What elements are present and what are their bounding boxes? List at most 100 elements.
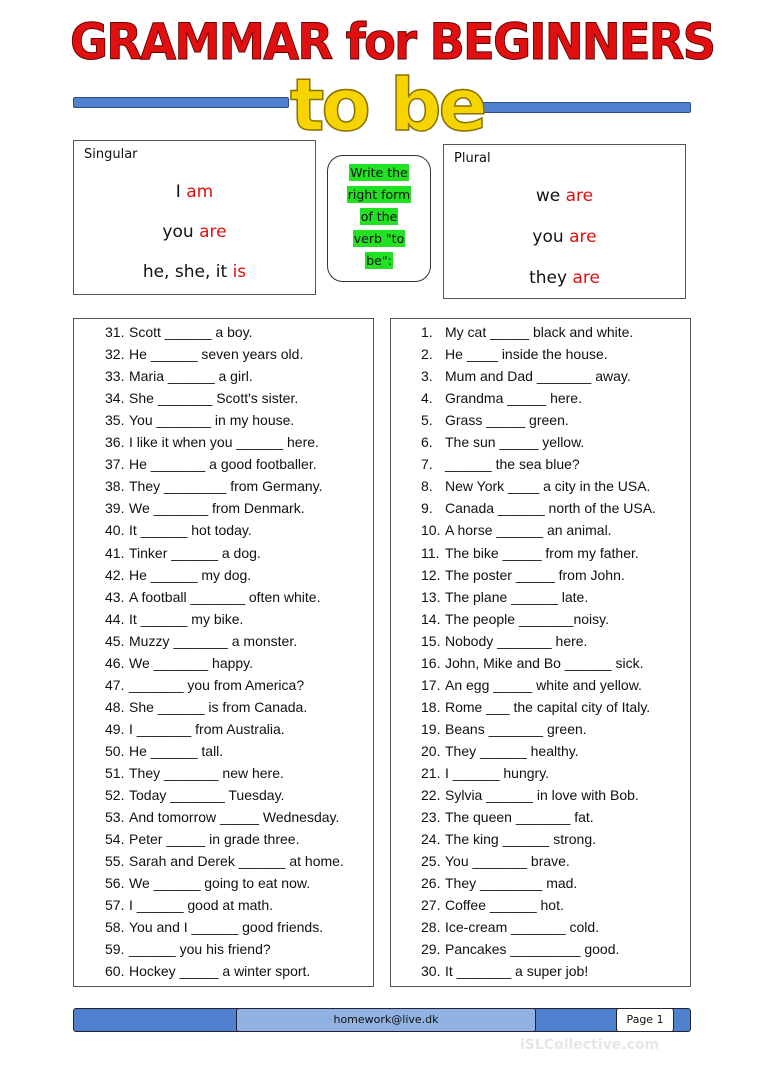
- watermark: iSLCollective.com: [520, 1037, 660, 1053]
- exercise-item: 28. Ice-cream _______ cold.: [421, 918, 599, 936]
- exercise-number: 1.: [421, 324, 433, 340]
- exercise-sentence: Grandma _____ here.: [445, 390, 582, 407]
- exercise-item: 58. You and I ______ good friends.: [105, 918, 323, 936]
- exercise-number: 54.: [105, 831, 125, 848]
- exercise-number: 44.: [105, 610, 125, 627]
- exercise-number: 41.: [105, 544, 125, 561]
- exercise-item: 29. Pancakes _________ good.: [421, 940, 619, 958]
- exercise-sentence: I ______ good at math.: [129, 897, 273, 914]
- exercise-sentence: I ______ hungry.: [445, 765, 550, 781]
- exercise-sentence: The queen _______ fat.: [445, 809, 594, 826]
- exercise-number: 4.: [421, 390, 433, 407]
- exercise-sentence: The poster _____ from John.: [445, 566, 625, 583]
- page-number: Page 1: [616, 1008, 674, 1032]
- singular-form: you are: [162, 222, 227, 242]
- exercise-item: 16. John, Mike and Bo ______ sick.: [421, 654, 643, 672]
- exercise-item: 40. It ______ hot today.: [105, 521, 252, 539]
- exercise-sentence: We _______ happy.: [129, 654, 254, 671]
- exercise-item: 34. She _______ Scott's sister.: [105, 389, 298, 407]
- exercise-number: 24.: [421, 831, 441, 848]
- exercise-sentence: Sarah and Derek ______ at home.: [129, 853, 344, 870]
- exercise-item: 42. He ______ my dog.: [105, 566, 251, 584]
- exercise-number: 9.: [421, 500, 433, 517]
- exercise-sentence: He ______ tall.: [129, 742, 224, 759]
- exercise-number: 11.: [421, 544, 440, 561]
- exercise-item: 26. They ________ mad.: [421, 874, 577, 892]
- left-decor-bar: [73, 97, 289, 108]
- exercise-item: 39. We _______ from Denmark.: [105, 499, 305, 517]
- exercise-sentence: The plane ______ late.: [445, 588, 589, 605]
- exercise-sentence: The people _______noisy.: [445, 610, 609, 627]
- exercise-sentence: They _______ new here.: [129, 765, 284, 781]
- exercise-sentence: It ______ hot today.: [129, 522, 252, 539]
- exercise-sentence: She _______ Scott's sister.: [129, 390, 299, 407]
- exercise-sentence: The bike _____ from my father.: [445, 544, 639, 561]
- exercise-item: 2. He ____ inside the house.: [421, 345, 608, 363]
- exercise-item: 54. Peter _____ in grade three.: [105, 830, 299, 848]
- exercise-number: 19.: [421, 720, 441, 737]
- exercise-item: 23. The queen _______ fat.: [421, 808, 594, 826]
- exercise-item: 32. He ______ seven years old.: [105, 345, 303, 363]
- exercise-number: 18.: [421, 698, 441, 715]
- exercise-item: 8. New York ____ a city in the USA.: [421, 477, 650, 495]
- exercise-number: 55.: [105, 853, 125, 870]
- exercise-number: 50.: [105, 742, 125, 759]
- exercise-item: 50. He ______ tall.: [105, 742, 223, 760]
- exercise-sentence: You _______ brave.: [445, 853, 570, 870]
- instruction-box: Write the right form of the verb "to be"…: [327, 155, 431, 282]
- exercise-number: 51.: [105, 765, 125, 781]
- exercise-item: 56. We ______ going to eat now.: [105, 874, 310, 892]
- exercise-item: 38. They ________ from Germany.: [105, 477, 323, 495]
- exercise-sentence: You _______ in my house.: [129, 412, 295, 429]
- exercise-number: 40.: [105, 522, 125, 539]
- exercise-sentence: New York ____ a city in the USA.: [445, 478, 651, 495]
- exercise-number: 3.: [421, 368, 433, 385]
- exercise-number: 20.: [421, 742, 441, 759]
- exercise-number: 16.: [421, 654, 441, 671]
- exercise-item: 60. Hockey _____ a winter sport.: [105, 962, 310, 980]
- exercise-sentence: Nobody _______ here.: [445, 632, 588, 649]
- exercise-number: 46.: [105, 654, 125, 671]
- exercise-item: 10. A horse ______ an animal.: [421, 521, 612, 539]
- exercise-sentence: The king ______ strong.: [445, 831, 596, 848]
- exercise-number: 42.: [105, 566, 125, 583]
- exercise-sentence: We _______ from Denmark.: [129, 500, 305, 517]
- exercise-number: 26.: [421, 875, 441, 892]
- exercise-item: 9. Canada ______ north of the USA.: [421, 499, 656, 517]
- exercise-item: 20. They ______ healthy.: [421, 742, 579, 760]
- exercise-sentence: Ice-cream _______ cold.: [445, 919, 600, 936]
- exercise-item: 3. Mum and Dad _______ away.: [421, 367, 631, 385]
- right-decor-bar: [480, 102, 691, 113]
- exercise-sentence: She ______ is from Canada.: [129, 698, 308, 715]
- singular-form: he, she, it is: [142, 262, 247, 282]
- exercise-item: 47. _______ you from America?: [105, 676, 304, 694]
- exercise-number: 57.: [105, 897, 125, 914]
- exercise-item: 35. You _______ in my house.: [105, 411, 294, 429]
- exercise-number: 2.: [421, 346, 433, 363]
- exercise-list-right: 1. My cat _____ black and white. 2. He ____…: [390, 318, 691, 987]
- footer-email: homework@live.dk: [236, 1008, 536, 1032]
- exercise-number: 60.: [105, 963, 125, 980]
- exercise-item: 33. Maria ______ a girl.: [105, 367, 253, 385]
- exercise-number: 5.: [421, 412, 433, 429]
- exercise-item: 22. Sylvia ______ in love with Bob.: [421, 786, 639, 804]
- exercise-item: 43. A football _______ often white.: [105, 588, 320, 606]
- exercise-number: 35.: [105, 412, 125, 429]
- exercise-sentence: Canada ______ north of the USA.: [445, 500, 656, 517]
- exercise-item: 6. The sun _____ yellow.: [421, 433, 584, 451]
- exercise-number: 47.: [105, 676, 125, 693]
- exercise-number: 53.: [105, 809, 125, 826]
- exercise-item: 5. Grass _____ green.: [421, 411, 569, 429]
- exercise-sentence: He ______ my dog.: [129, 566, 252, 583]
- exercise-number: 36.: [105, 434, 125, 451]
- exercise-item: 53. And tomorrow _____ Wednesday.: [105, 808, 339, 826]
- exercise-number: 14.: [421, 610, 441, 627]
- exercise-number: 45.: [105, 632, 125, 649]
- exercise-sentence: Sylvia ______ in love with Bob.: [445, 787, 639, 804]
- exercise-sentence: Peter _____ in grade three.: [129, 831, 300, 848]
- exercise-item: 18. Rome ___ the capital city of Italy.: [421, 698, 650, 716]
- exercise-sentence: He ____ inside the house.: [445, 346, 608, 363]
- exercise-number: 8.: [421, 478, 433, 495]
- exercise-item: 19. Beans _______ green.: [421, 720, 587, 738]
